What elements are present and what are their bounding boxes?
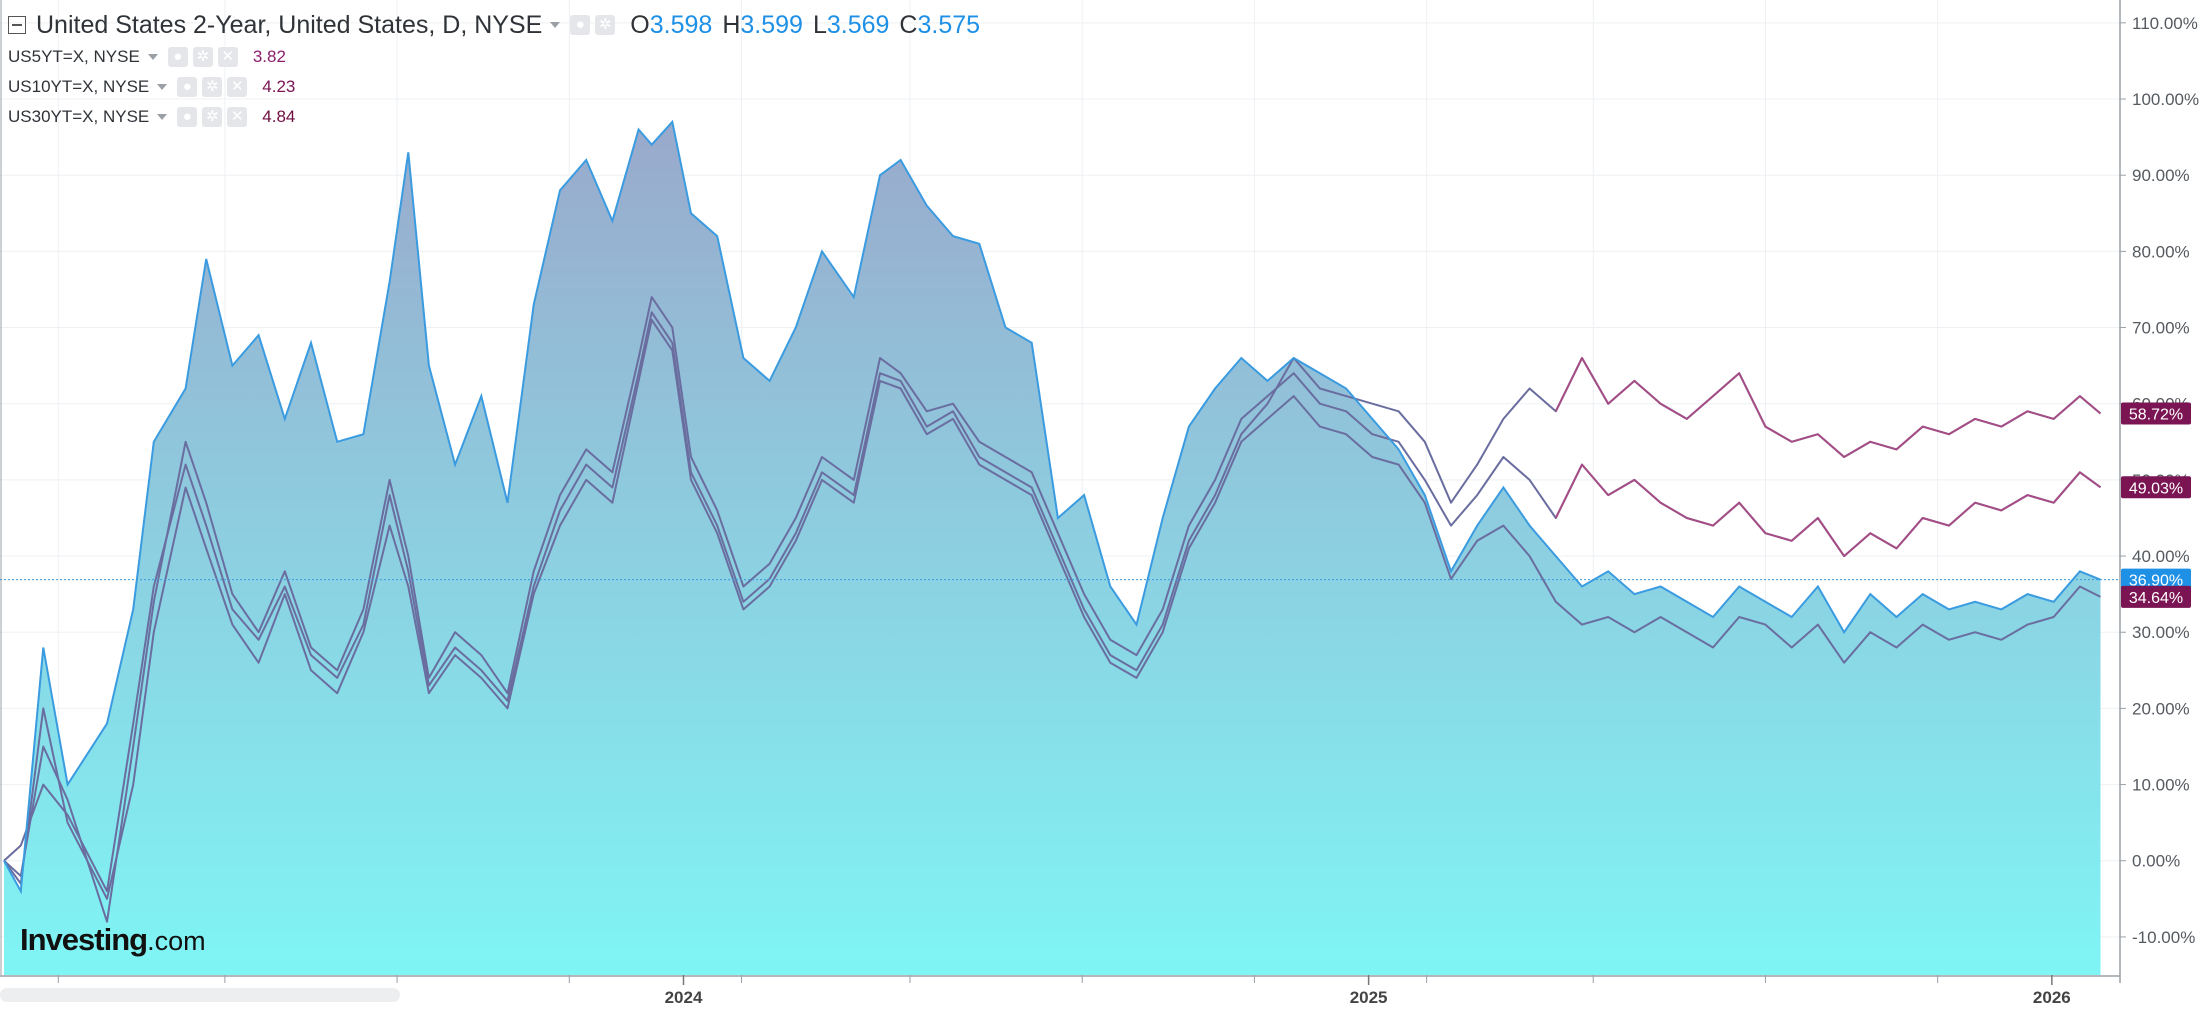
eye-icon[interactable]: ● bbox=[167, 47, 188, 67]
value-badge-label: 36.90% bbox=[2129, 573, 2183, 590]
overlay-label[interactable]: US5YT=X, NYSE bbox=[8, 47, 140, 66]
value-badge-label: 49.03% bbox=[2129, 480, 2183, 497]
y-tick-label: 90.00% bbox=[2132, 166, 2190, 185]
eye-icon[interactable]: ● bbox=[177, 77, 198, 97]
chart-legend: United States 2-Year, United States, D, … bbox=[8, 8, 980, 132]
value-badge bbox=[2121, 476, 2191, 499]
y-tick-label: 100.00% bbox=[2132, 90, 2199, 109]
x-tick-label: 2024 bbox=[665, 988, 703, 1007]
series-line-us2y bbox=[3, 119, 2101, 895]
overlay-value: 3.82 bbox=[252, 47, 286, 66]
chevron-down-icon[interactable] bbox=[147, 54, 158, 60]
y-tick-label: 0.00% bbox=[2132, 852, 2180, 871]
value-badge bbox=[2121, 568, 2191, 591]
gear-icon[interactable]: ✲ bbox=[192, 47, 213, 67]
overlay-value: 4.84 bbox=[262, 107, 296, 126]
collapse-legend-button[interactable] bbox=[8, 16, 26, 34]
x-tick-label: 2025 bbox=[1350, 988, 1388, 1007]
high-key: H bbox=[722, 10, 741, 39]
y-tick-label: 20.00% bbox=[2132, 699, 2190, 718]
value-badge-label: 58.72% bbox=[2129, 406, 2183, 423]
close-icon[interactable]: ✕ bbox=[217, 47, 238, 67]
eye-icon[interactable]: ● bbox=[570, 15, 591, 35]
low-value: 3.569 bbox=[826, 10, 890, 39]
overlay-legend-us30y: US30YT=X, NYSE ● ✲ ✕ 4.84 bbox=[8, 102, 980, 132]
investing-logo: Investing.com bbox=[20, 922, 206, 958]
y-tick-label: 70.00% bbox=[2132, 319, 2190, 338]
value-badge bbox=[2121, 402, 2191, 425]
logo-suffix: .com bbox=[147, 926, 206, 956]
overlay-value: 4.23 bbox=[262, 77, 296, 96]
chevron-down-icon[interactable] bbox=[550, 22, 561, 28]
open-value: 3.598 bbox=[649, 10, 713, 39]
gear-icon[interactable]: ✲ bbox=[202, 77, 223, 97]
y-tick-label: 30.00% bbox=[2132, 623, 2190, 642]
series-recent-us10yt-x bbox=[1554, 463, 2102, 558]
chevron-down-icon[interactable] bbox=[157, 114, 168, 120]
series-line-us5yt-x bbox=[3, 318, 2101, 900]
y-tick-label: -10.00% bbox=[2132, 928, 2195, 947]
overlay-label[interactable]: US10YT=X, NYSE bbox=[8, 77, 150, 96]
low-key: L bbox=[812, 10, 827, 39]
chevron-down-icon[interactable] bbox=[157, 84, 168, 90]
overlay-label[interactable]: US30YT=X, NYSE bbox=[8, 107, 150, 126]
series-recent-us30yt-x bbox=[1554, 357, 2102, 458]
y-tick-label: 10.00% bbox=[2132, 776, 2190, 795]
overlay-legend-us5y: US5YT=X, NYSE ● ✲ ✕ 3.82 bbox=[8, 42, 980, 72]
horizontal-scrollbar[interactable] bbox=[0, 988, 400, 1002]
close-icon[interactable]: ✕ bbox=[227, 107, 248, 127]
close-icon[interactable]: ✕ bbox=[227, 77, 248, 97]
y-tick-label: 110.00% bbox=[2132, 14, 2198, 33]
logo-brand: Investing bbox=[20, 922, 148, 957]
close-value: 3.575 bbox=[917, 10, 981, 39]
overlay-legend-us10y: US10YT=X, NYSE ● ✲ ✕ 4.23 bbox=[8, 72, 980, 102]
gear-icon[interactable]: ✲ bbox=[595, 15, 616, 35]
gear-icon[interactable]: ✲ bbox=[202, 107, 223, 127]
main-series-legend: United States 2-Year, United States, D, … bbox=[8, 8, 980, 42]
open-key: O bbox=[630, 10, 650, 39]
y-tick-label: 40.00% bbox=[2132, 547, 2190, 566]
x-tick-label: 2026 bbox=[2033, 988, 2071, 1007]
y-tick-label: 80.00% bbox=[2132, 242, 2190, 261]
eye-icon[interactable]: ● bbox=[177, 107, 198, 127]
high-value: 3.599 bbox=[740, 10, 803, 39]
area-fill-us2y bbox=[4, 121, 2101, 975]
value-badge bbox=[2121, 585, 2191, 608]
main-series-title[interactable]: United States 2-Year, United States, D, … bbox=[36, 10, 543, 39]
close-key: C bbox=[899, 10, 918, 39]
value-badge-label: 34.64% bbox=[2129, 590, 2183, 607]
